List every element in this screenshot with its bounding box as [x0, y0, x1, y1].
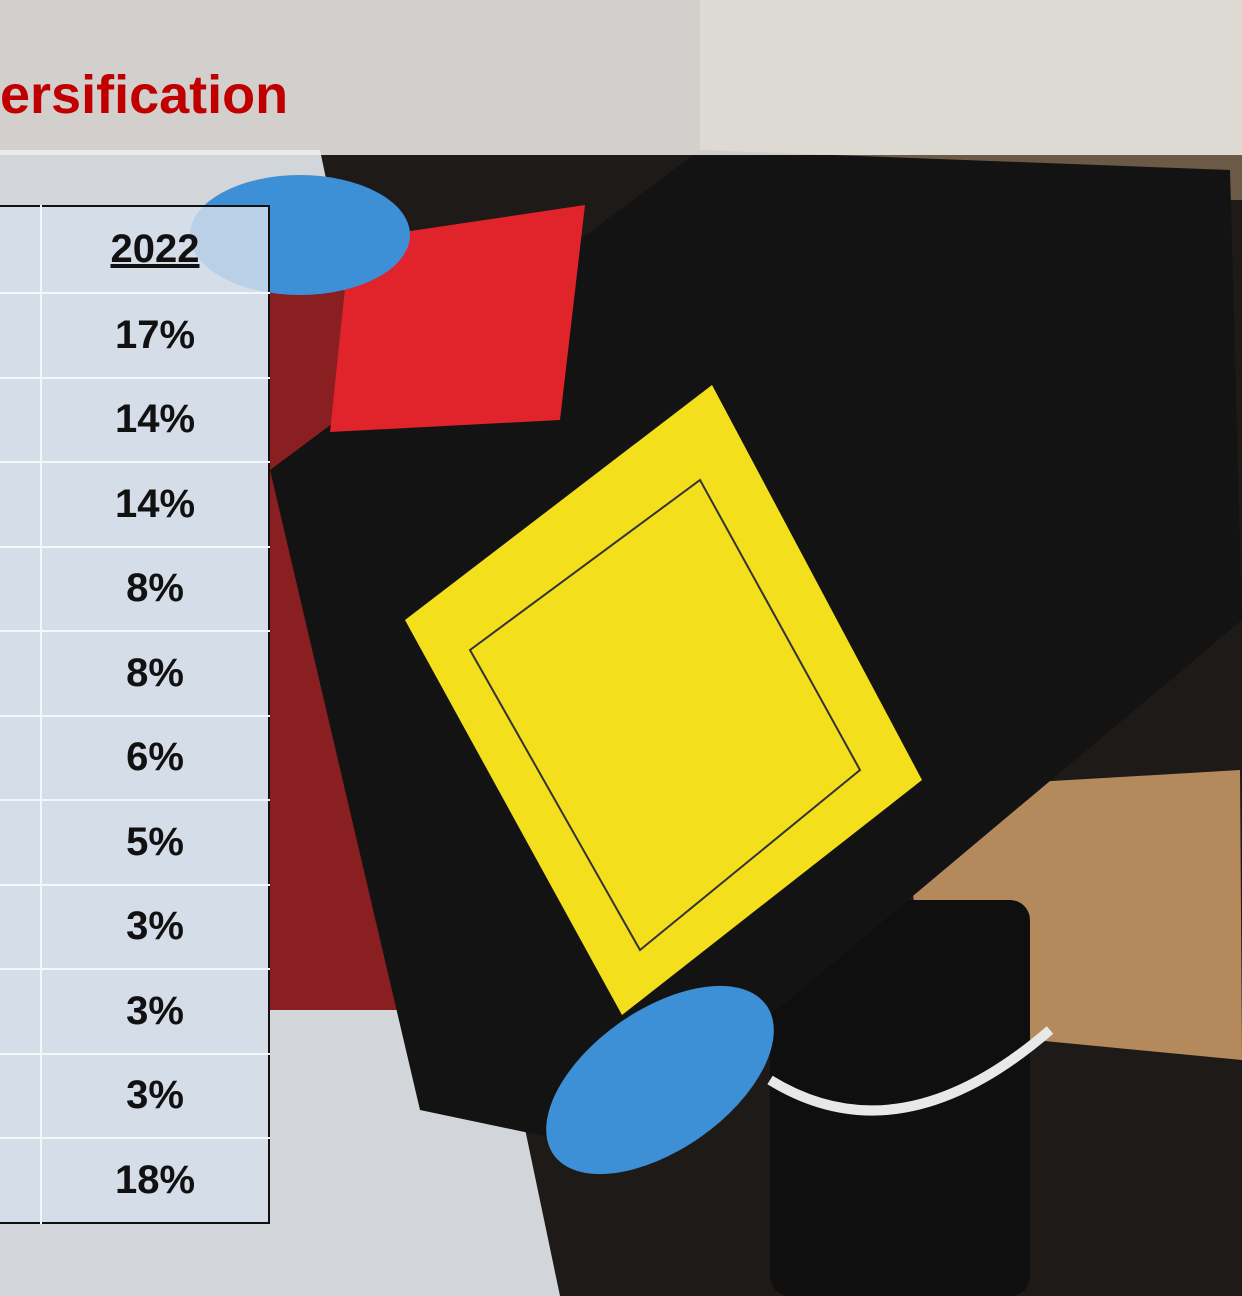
- header-text: 2022: [111, 227, 200, 271]
- value-cell: 3%: [41, 885, 269, 970]
- cell: [0, 206, 41, 293]
- table-row: 3%: [0, 969, 269, 1054]
- cell: [0, 293, 41, 378]
- cell: [0, 378, 41, 463]
- value-cell: 18%: [41, 1138, 269, 1223]
- table-row: 17%: [0, 293, 269, 378]
- table-row: 18%: [0, 1138, 269, 1223]
- table-row: 6%: [0, 716, 269, 801]
- table-row: 8%: [0, 631, 269, 716]
- header-cell: 2022: [41, 206, 269, 293]
- data-table: 2022 17%14%14%8%8%6%5%3%3%3%18%: [0, 205, 270, 1224]
- value-cell: 14%: [41, 462, 269, 547]
- table-row: 3%: [0, 885, 269, 970]
- slide-title: ersification: [0, 68, 288, 122]
- table-row: 5%: [0, 800, 269, 885]
- cell: [0, 462, 41, 547]
- value-cell: 5%: [41, 800, 269, 885]
- value-cell: 8%: [41, 631, 269, 716]
- cell: [0, 969, 41, 1054]
- value-cell: 17%: [41, 293, 269, 378]
- table-row: 14%: [0, 462, 269, 547]
- cell: [0, 716, 41, 801]
- value-cell: 3%: [41, 969, 269, 1054]
- value-cell: 3%: [41, 1054, 269, 1139]
- header-row: 2022: [0, 206, 269, 293]
- value-cell: 14%: [41, 378, 269, 463]
- cell: [0, 631, 41, 716]
- table-row: 14%: [0, 378, 269, 463]
- table-row: 3%: [0, 1054, 269, 1139]
- value-cell: 6%: [41, 716, 269, 801]
- cell: [0, 800, 41, 885]
- cell: [0, 885, 41, 970]
- value-cell: 8%: [41, 547, 269, 632]
- cell: [0, 547, 41, 632]
- table-row: 8%: [0, 547, 269, 632]
- cell: [0, 1054, 41, 1139]
- cell: [0, 1138, 41, 1223]
- slide: {"header": {"title": "ersification"}, "t…: [0, 0, 1242, 1296]
